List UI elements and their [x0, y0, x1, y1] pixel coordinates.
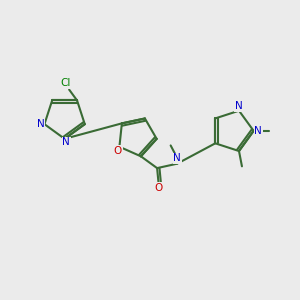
Text: N: N: [254, 126, 262, 136]
Text: O: O: [114, 146, 122, 156]
Text: N: N: [62, 137, 70, 147]
Text: N: N: [235, 101, 243, 111]
Text: N: N: [173, 153, 181, 164]
Text: N: N: [37, 118, 45, 129]
Text: Cl: Cl: [60, 78, 70, 88]
Text: O: O: [154, 182, 163, 193]
